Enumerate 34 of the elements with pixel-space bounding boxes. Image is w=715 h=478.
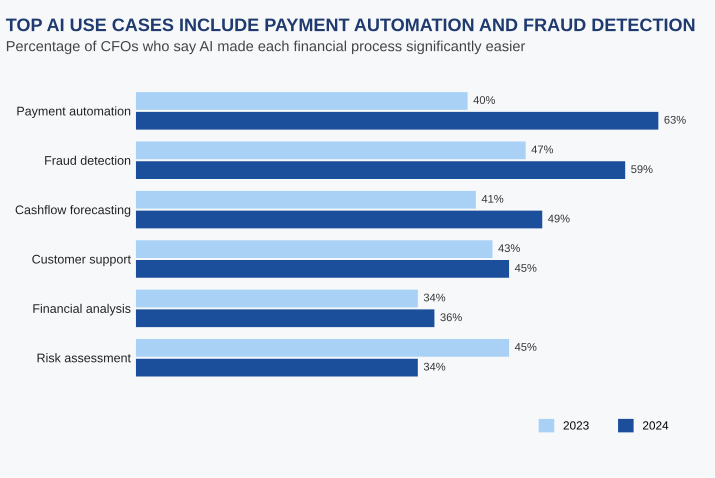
bar	[136, 240, 492, 258]
data-label: 47%	[531, 146, 554, 154]
y-tick-label: Payment automation	[17, 106, 130, 118]
bar	[136, 309, 434, 328]
data-label: 45%	[514, 264, 536, 272]
data-label: 41%	[482, 194, 504, 203]
bar	[136, 290, 418, 308]
data-label: 59%	[631, 165, 653, 174]
data-label: 36%	[440, 313, 462, 322]
data-label: 34%	[424, 294, 446, 302]
data-label: 63%	[664, 116, 686, 124]
bar	[136, 141, 526, 160]
y-tick-label: Cashflow forecasting	[16, 205, 130, 217]
bar	[136, 260, 510, 278]
data-label: 49%	[548, 214, 570, 222]
chart-title: TOP AI USE CASES INCLUDE PAYMENT AUTOMATION AND FRAUD DETECTION	[6, 18, 694, 32]
data-label: 40%	[473, 96, 495, 104]
data-label: 45%	[514, 343, 536, 351]
chart-subtitle: Percentage of CFOs who say AI made each financial process significantly easier	[6, 40, 526, 54]
y-tick-label: Fraud detection	[45, 156, 130, 165]
bar	[136, 190, 476, 209]
data-label: 34%	[424, 362, 446, 371]
bar	[136, 161, 626, 180]
y-tick-label: Financial analysis	[33, 304, 131, 316]
bar	[136, 112, 658, 130]
legend-label: 2023	[564, 421, 589, 430]
bar	[136, 92, 468, 110]
y-tick-label: Customer support	[32, 254, 131, 266]
legend-label: 2024	[642, 421, 668, 430]
bar	[136, 358, 418, 376]
y-tick-label: Risk assessment	[38, 353, 131, 362]
bar	[136, 338, 510, 357]
data-label: 43%	[498, 244, 520, 252]
bar	[136, 210, 542, 228]
